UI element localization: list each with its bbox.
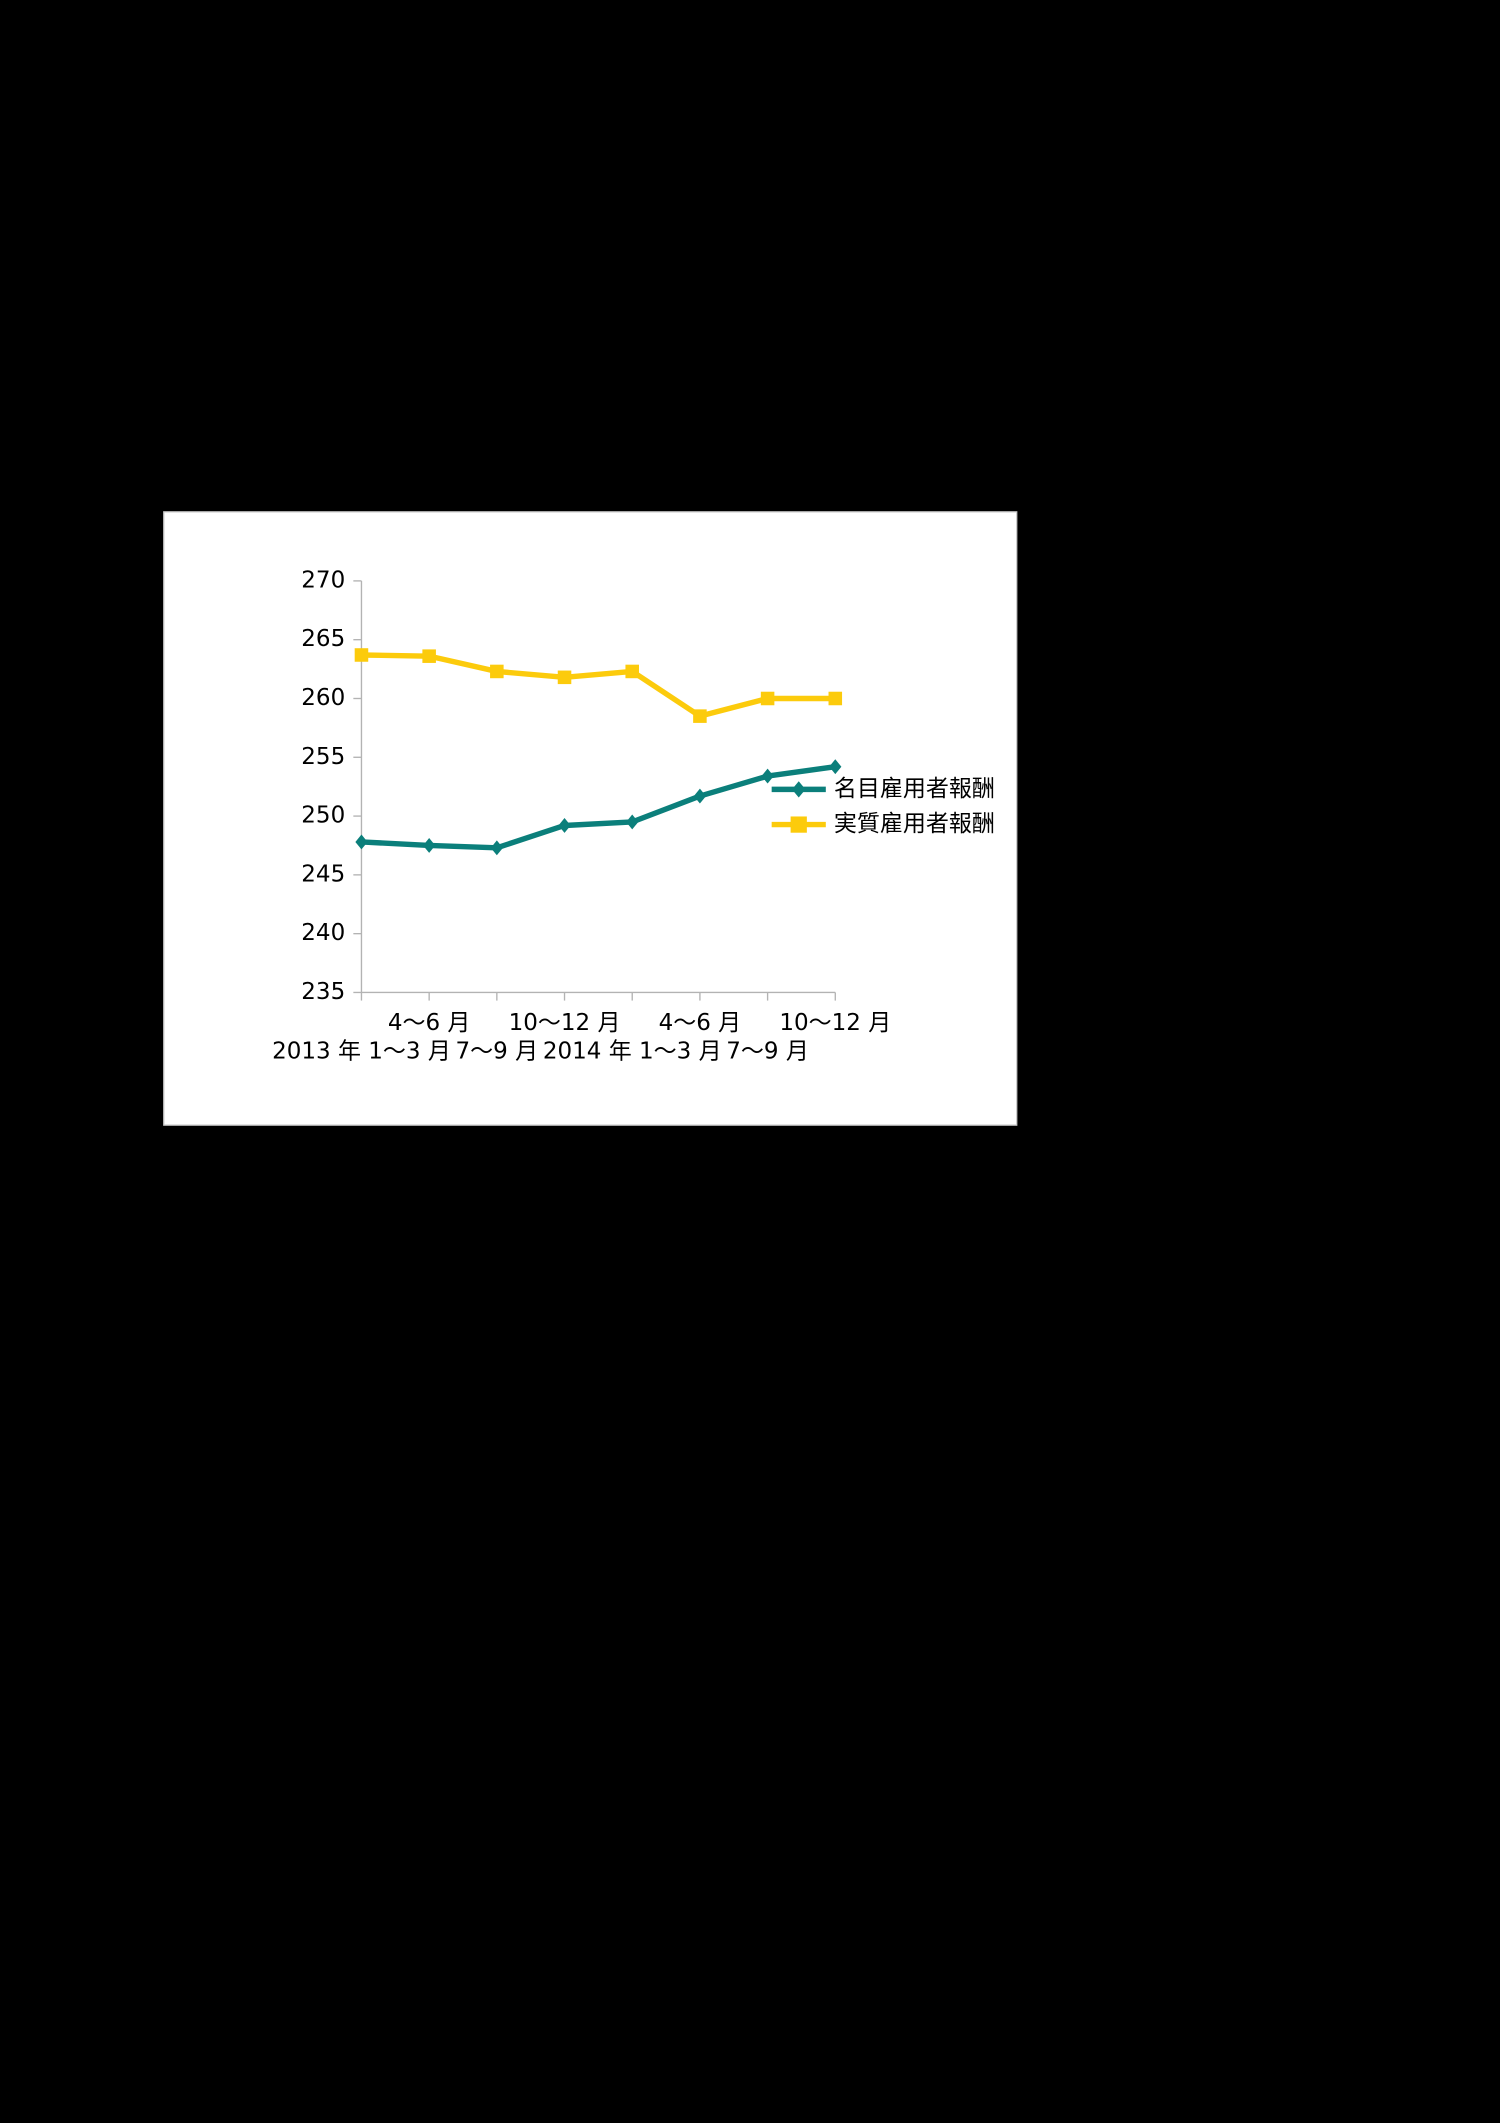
x-tick-label: 2014 年 1〜3 月 — [543, 1039, 722, 1065]
marker — [760, 691, 775, 706]
chart-background — [163, 511, 1018, 1126]
marker — [761, 768, 774, 784]
marker — [557, 670, 572, 685]
y-tick-label: 255 — [301, 744, 345, 770]
x-tick-label: 10〜12 月 — [779, 1010, 891, 1036]
x-tick-label: 7〜9 月 — [456, 1039, 539, 1065]
marker — [422, 649, 436, 663]
marker — [355, 834, 368, 850]
marker — [490, 664, 504, 679]
x-tick-label: 4〜6 月 — [388, 1010, 471, 1036]
x-tick-label: 7〜9 月 — [726, 1039, 809, 1065]
series-line — [361, 764, 836, 851]
legend-label: 実質雇用者報酬 — [834, 811, 995, 837]
marker — [790, 816, 807, 833]
marker — [693, 709, 707, 723]
x-tick-label: 4〜6 月 — [659, 1010, 742, 1036]
series-line — [361, 652, 836, 719]
y-tick-label: 240 — [301, 920, 345, 946]
y-tick-label: 235 — [301, 979, 345, 1005]
x-tick-label: 10〜12 月 — [509, 1010, 621, 1036]
y-tick-label: 270 — [301, 567, 345, 593]
marker — [558, 818, 571, 833]
marker — [625, 664, 639, 679]
legend-label: 名目雇用者報酬 — [834, 776, 995, 802]
marker — [354, 648, 369, 662]
y-tick-label: 250 — [301, 803, 345, 829]
marker — [828, 691, 843, 706]
y-tick-label: 265 — [301, 626, 345, 652]
x-tick-label: 2013 年 1〜3 月 — [272, 1039, 451, 1065]
marker — [626, 814, 639, 830]
marker — [423, 838, 436, 853]
marker — [693, 788, 707, 804]
marker — [829, 759, 842, 775]
y-tick-label: 245 — [301, 861, 345, 887]
y-tick-label: 260 — [301, 685, 345, 711]
